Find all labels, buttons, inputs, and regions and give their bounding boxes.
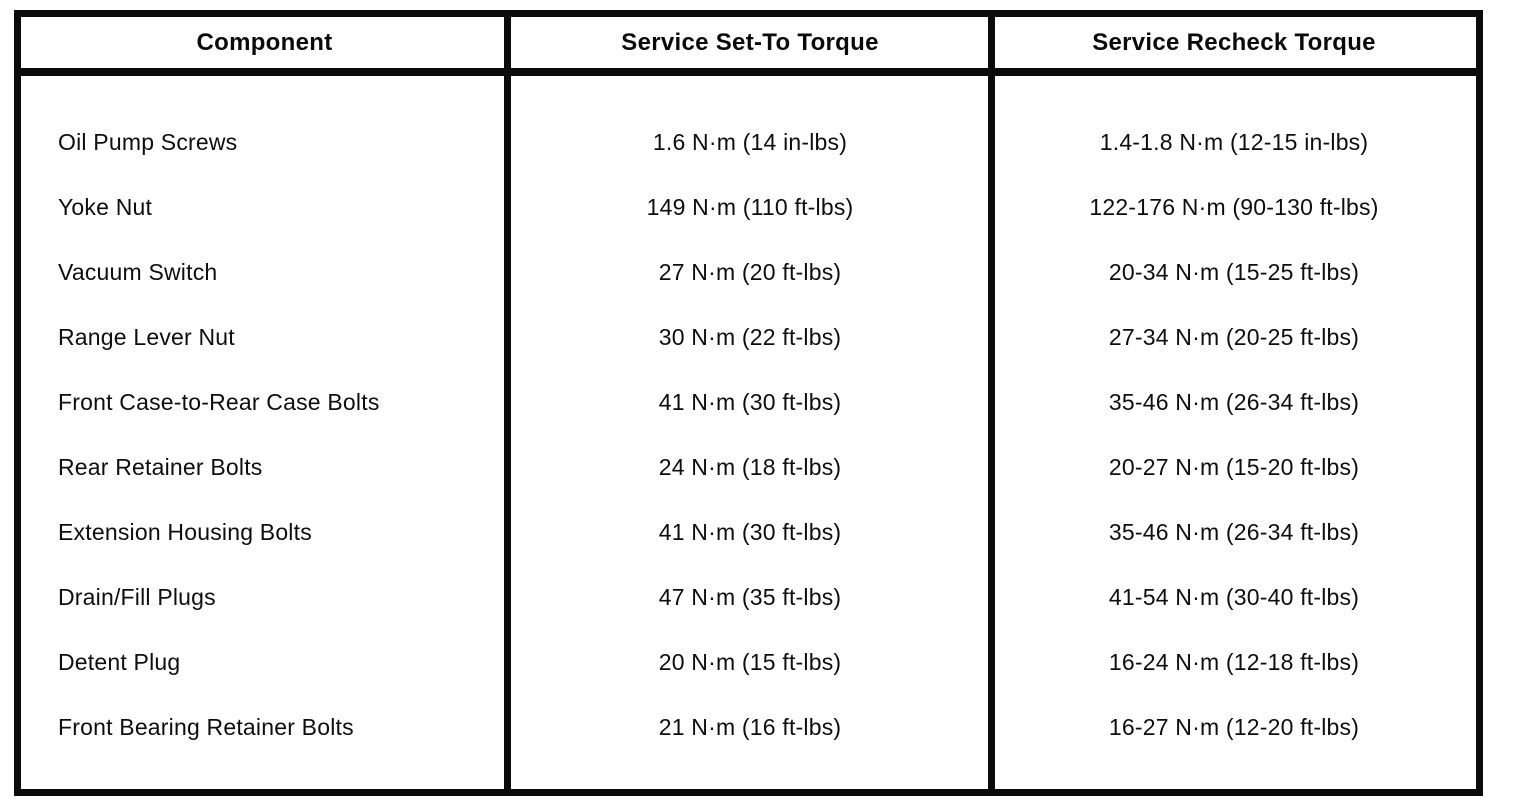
component-cell: Extension Housing Bolts [58,519,312,545]
recheck-torque-cell: 122-176 N·m (90-130 ft-lbs) [1089,194,1379,220]
column-divider [504,17,511,789]
column-header-service-set-to-torque: Service Set-To Torque [621,28,879,56]
table-row: Front Bearing Retainer Bolts 21 N·m (16 … [21,695,1476,760]
set-to-torque-cell: 27 N·m (20 ft-lbs) [658,259,842,285]
recheck-torque-cell: 20-34 N·m (15-25 ft-lbs) [1108,259,1360,285]
component-cell: Oil Pump Screws [58,129,238,155]
component-cell: Range Lever Nut [58,324,235,350]
component-cell: Front Bearing Retainer Bolts [58,714,354,740]
recheck-torque-cell: 35-46 N·m (26-34 ft-lbs) [1108,389,1360,415]
set-to-torque-cell: 1.6 N·m (14 in-lbs) [652,129,848,155]
component-cell: Vacuum Switch [58,259,218,285]
component-cell: Yoke Nut [58,194,153,220]
set-to-torque-cell: 21 N·m (16 ft-lbs) [658,714,842,740]
component-cell: Front Case-to-Rear Case Bolts [58,389,380,415]
column-divider [988,17,995,789]
table-header-row: Component Service Set-To Torque Service … [21,17,1476,76]
recheck-torque-cell: 1.4-1.8 N·m (12-15 in-lbs) [1099,129,1369,155]
table-row: Front Case-to-Rear Case Bolts 41 N·m (30… [21,370,1476,435]
set-to-torque-cell: 149 N·m (110 ft-lbs) [646,194,854,220]
set-to-torque-cell: 30 N·m (22 ft-lbs) [658,324,842,350]
table-row: Drain/Fill Plugs 47 N·m (35 ft-lbs) 41-5… [21,565,1476,630]
set-to-torque-cell: 41 N·m (30 ft-lbs) [658,519,842,545]
set-to-torque-cell: 47 N·m (35 ft-lbs) [658,584,842,610]
table-row: Range Lever Nut 30 N·m (22 ft-lbs) 27-34… [21,305,1476,370]
component-cell: Rear Retainer Bolts [58,454,263,480]
table-row: Extension Housing Bolts 41 N·m (30 ft-lb… [21,500,1476,565]
table-row: Rear Retainer Bolts 24 N·m (18 ft-lbs) 2… [21,435,1476,500]
set-to-torque-cell: 20 N·m (15 ft-lbs) [658,649,842,675]
table-row: Vacuum Switch 27 N·m (20 ft-lbs) 20-34 N… [21,240,1476,305]
recheck-torque-cell: 41-54 N·m (30-40 ft-lbs) [1108,584,1360,610]
component-cell: Detent Plug [58,649,181,675]
recheck-torque-cell: 16-24 N·m (12-18 ft-lbs) [1108,649,1360,675]
component-cell: Drain/Fill Plugs [58,584,216,610]
table-row: Detent Plug 20 N·m (15 ft-lbs) 16-24 N·m… [21,630,1476,695]
table-row: Oil Pump Screws 1.6 N·m (14 in-lbs) 1.4-… [21,110,1476,175]
recheck-torque-cell: 35-46 N·m (26-34 ft-lbs) [1108,519,1360,545]
table-row: Yoke Nut 149 N·m (110 ft-lbs) 122-176 N·… [21,175,1476,240]
table-body: Oil Pump Screws 1.6 N·m (14 in-lbs) 1.4-… [21,76,1476,789]
recheck-torque-cell: 27-34 N·m (20-25 ft-lbs) [1108,324,1360,350]
torque-specifications-table: Component Service Set-To Torque Service … [14,10,1483,796]
set-to-torque-cell: 24 N·m (18 ft-lbs) [658,454,842,480]
recheck-torque-cell: 20-27 N·m (15-20 ft-lbs) [1108,454,1360,480]
recheck-torque-cell: 16-27 N·m (12-20 ft-lbs) [1108,714,1360,740]
column-header-service-recheck-torque: Service Recheck Torque [1092,28,1376,56]
set-to-torque-cell: 41 N·m (30 ft-lbs) [658,389,842,415]
column-header-component: Component [196,28,333,56]
